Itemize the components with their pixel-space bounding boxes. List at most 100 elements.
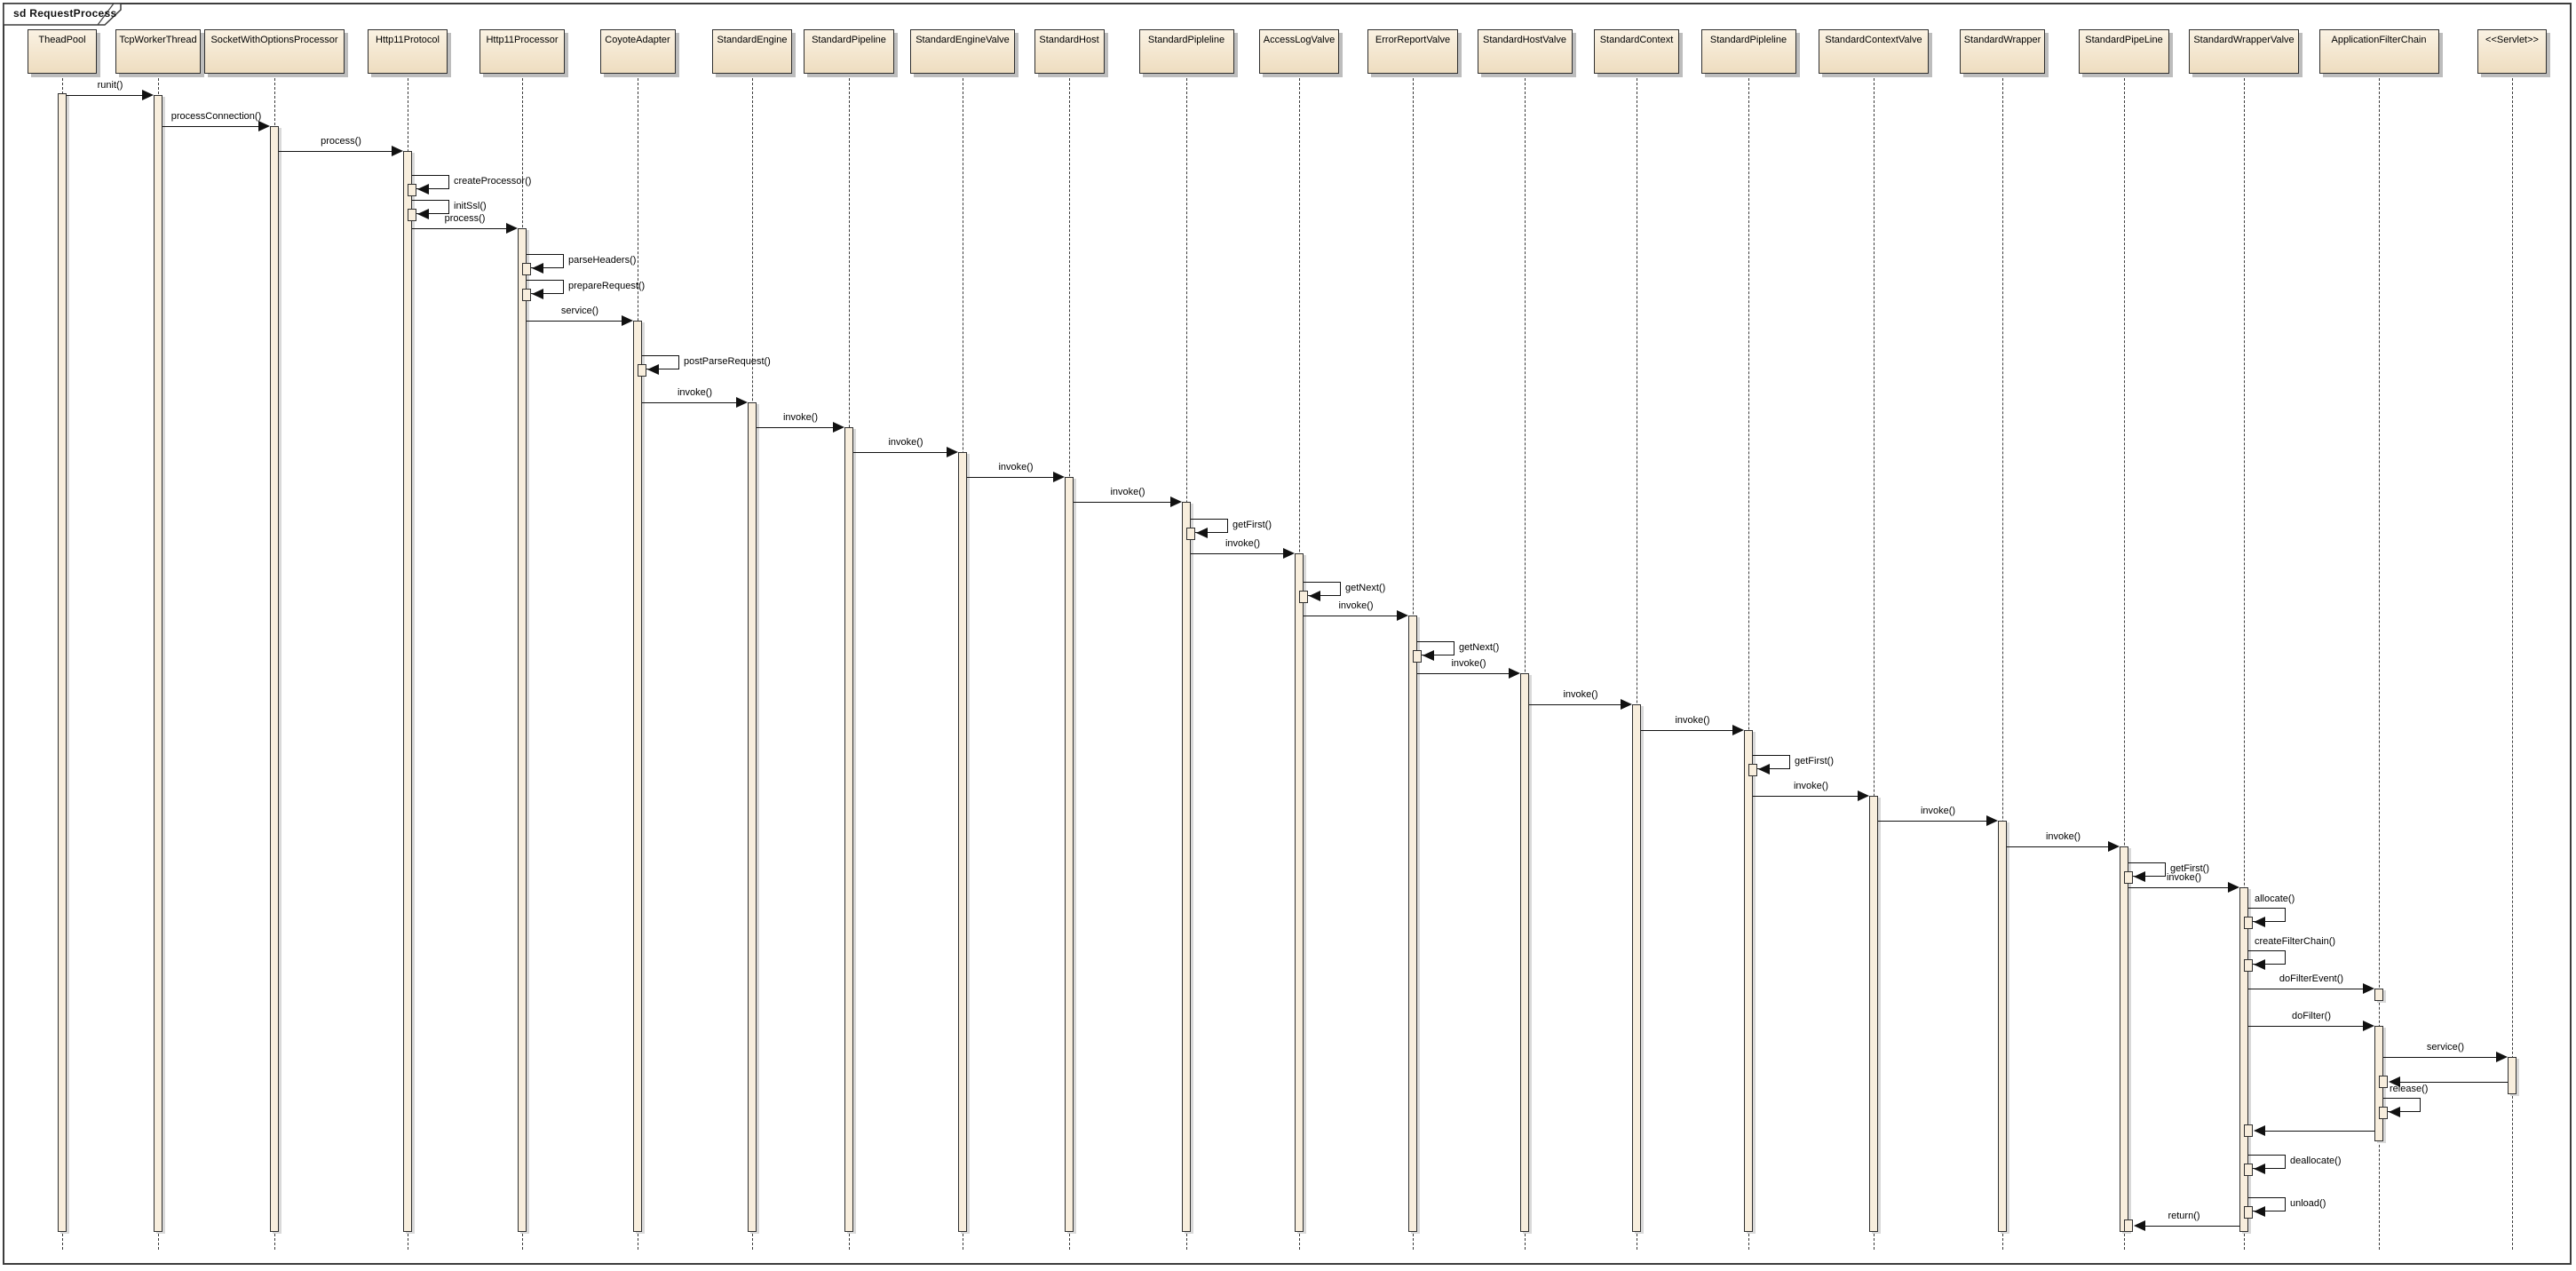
activation-bar xyxy=(58,93,67,1232)
message-label: invoke() xyxy=(1793,781,1829,791)
message-line xyxy=(967,477,1053,478)
self-message-label: unload() xyxy=(2290,1198,2326,1209)
lifeline-head: StandardHostValve xyxy=(1477,29,1573,74)
message-label: doFilterEvent() xyxy=(2279,973,2344,984)
arrowhead-right-icon xyxy=(506,223,518,234)
activation-bar xyxy=(844,427,853,1232)
message-label: return() xyxy=(2168,1211,2200,1221)
arrowhead-right-icon xyxy=(2496,1052,2508,1062)
self-message-loop xyxy=(2248,908,2286,922)
arrowhead-right-icon xyxy=(2363,983,2374,994)
nested-activation xyxy=(2244,1206,2253,1219)
lifeline-line xyxy=(2244,74,2245,1250)
message-label: invoke() xyxy=(1675,715,1710,726)
nested-activation xyxy=(1748,764,1757,776)
self-message-loop xyxy=(1304,582,1341,596)
lifeline-head: ApplicationFilterChain xyxy=(2318,29,2439,74)
arrowhead-left-icon xyxy=(417,209,429,219)
diagram-frame xyxy=(3,3,2572,1265)
return-line xyxy=(2265,1131,2374,1132)
arrowhead-right-icon xyxy=(736,397,748,408)
activation-bar xyxy=(2508,1057,2517,1094)
message-label: service() xyxy=(2426,1042,2465,1053)
message-label: invoke() xyxy=(2045,831,2081,842)
message-line xyxy=(1753,796,1858,797)
lifeline-head: StandardHost xyxy=(1034,29,1105,74)
lifeline-head: StandardEngine xyxy=(712,29,792,74)
arrowhead-left-icon xyxy=(2134,871,2145,882)
activation-bar xyxy=(2374,989,2383,1001)
title-tab-shape xyxy=(4,4,122,26)
self-message-loop xyxy=(527,254,564,268)
message-line xyxy=(2383,1057,2496,1058)
arrowhead-left-icon xyxy=(532,263,543,274)
self-message-loop xyxy=(2248,1197,2286,1211)
self-message-label: getNext() xyxy=(1459,642,1500,653)
message-line xyxy=(1641,730,1732,731)
self-message-label: allocate() xyxy=(2255,894,2295,904)
arrowhead-left-icon xyxy=(2254,917,2265,927)
arrowhead-left-icon xyxy=(1758,764,1770,775)
lifeline-name: StandardPipeLine xyxy=(2085,35,2163,45)
self-message-label: prepareRequest() xyxy=(568,281,646,291)
arrowhead-left-icon xyxy=(647,364,659,375)
arrowhead-right-icon xyxy=(1170,496,1182,507)
lifeline-name: StandardContext xyxy=(1599,35,1674,45)
activation-bar xyxy=(1182,502,1191,1232)
lifeline-head: StandardEngineValve xyxy=(910,29,1015,74)
lifeline-name: TheadPool xyxy=(38,35,86,45)
lifeline-head: CoyoteAdapter xyxy=(599,29,676,74)
lifeline-name: StandardContextValve xyxy=(1825,35,1922,45)
return-line xyxy=(2145,1226,2239,1227)
message-label: invoke() xyxy=(1225,538,1261,549)
nested-activation xyxy=(638,364,646,377)
lifeline-name: StandardEngine xyxy=(717,35,788,45)
message-line xyxy=(1878,821,1986,822)
lifeline-head: StandardPipeline xyxy=(804,29,894,74)
self-message-label: parseHeaders() xyxy=(568,255,637,266)
lifeline-line xyxy=(1874,74,1875,1250)
lifeline-name: StandardPipleline xyxy=(1709,35,1787,45)
activation-bar xyxy=(154,95,162,1232)
lifeline-head: StandardContext xyxy=(1594,29,1679,74)
message-line xyxy=(162,126,258,127)
arrowhead-left-icon xyxy=(2254,959,2265,970)
lifeline-name: SocketWithOptionsProcessor xyxy=(210,35,338,45)
nested-activation xyxy=(2244,1164,2253,1176)
self-message-loop xyxy=(412,200,449,214)
lifeline-head: StandardWrapper xyxy=(1960,29,2045,74)
lifeline-head: StandardPipleline xyxy=(1700,29,1796,74)
arrowhead-right-icon xyxy=(1858,790,1869,801)
activation-bar xyxy=(1869,796,1878,1232)
message-line xyxy=(412,228,506,229)
activation-bar xyxy=(1998,821,2007,1232)
arrowhead-right-icon xyxy=(1732,725,1744,735)
message-line xyxy=(1074,502,1170,503)
lifeline-head: StandardPipleline xyxy=(1138,29,1234,74)
nested-activation xyxy=(1186,528,1195,540)
message-label: runit() xyxy=(97,80,123,91)
self-message-loop xyxy=(642,355,679,369)
lifeline-name: Http11Protocol xyxy=(376,35,440,45)
self-message-loop xyxy=(2248,1155,2286,1169)
activation-bar xyxy=(1520,673,1529,1232)
message-label: invoke() xyxy=(1110,487,1145,497)
message-line xyxy=(1529,704,1621,705)
activation-bar xyxy=(1632,704,1641,1232)
arrowhead-right-icon xyxy=(947,447,958,457)
self-message-loop xyxy=(412,175,449,189)
arrowhead-right-icon xyxy=(2363,1021,2374,1031)
lifeline-name: ApplicationFilterChain xyxy=(2331,35,2427,45)
message-line xyxy=(1191,553,1283,554)
arrowhead-right-icon xyxy=(1986,815,1998,826)
activation-bar xyxy=(2239,887,2248,1232)
self-message-label: initSsl() xyxy=(454,201,487,211)
nested-activation xyxy=(1299,591,1308,603)
lifeline-name: StandardPipleline xyxy=(1147,35,1225,45)
lifeline-head: Http11Processor xyxy=(480,29,565,74)
message-line xyxy=(2007,846,2108,847)
self-message-loop xyxy=(2383,1098,2421,1112)
arrowhead-left-icon xyxy=(1196,528,1208,538)
arrowhead-right-icon xyxy=(622,315,633,326)
nested-activation xyxy=(522,289,531,301)
